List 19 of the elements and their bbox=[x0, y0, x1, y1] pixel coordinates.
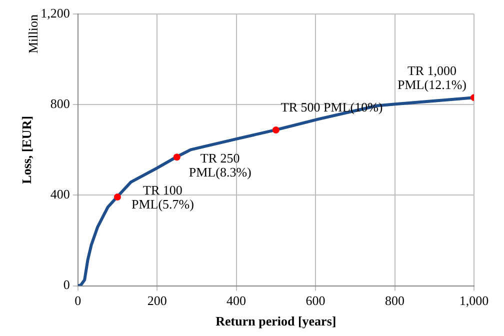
x-tick-label: 600 bbox=[306, 293, 326, 308]
x-tick-label: 400 bbox=[226, 293, 246, 308]
point bbox=[272, 126, 280, 134]
annotation: TR 100 PML(5.7%) bbox=[131, 182, 194, 212]
text: Million bbox=[25, 14, 40, 54]
x-tick-label: 0 bbox=[74, 293, 82, 308]
point bbox=[173, 154, 180, 161]
x-tick-label: 200 bbox=[147, 293, 167, 308]
x-tick-label: 800 bbox=[385, 293, 405, 308]
point bbox=[114, 194, 121, 201]
y-tick-label: 400 bbox=[50, 186, 70, 202]
annotation: TR 250 PML(8.3%) bbox=[188, 150, 252, 180]
y-axis-title: Loss, [EUR] bbox=[19, 116, 34, 184]
y-tick-label: 800 bbox=[50, 96, 70, 112]
y-tick-label: 0 bbox=[63, 277, 70, 292]
x-tick-label: 1,000 bbox=[459, 293, 489, 308]
annotation: TR 1,000 PML(12.1%) bbox=[398, 63, 466, 92]
y-tick-label: 1,200 bbox=[40, 5, 70, 20]
x-axis-title: Return period [years] bbox=[216, 314, 336, 329]
